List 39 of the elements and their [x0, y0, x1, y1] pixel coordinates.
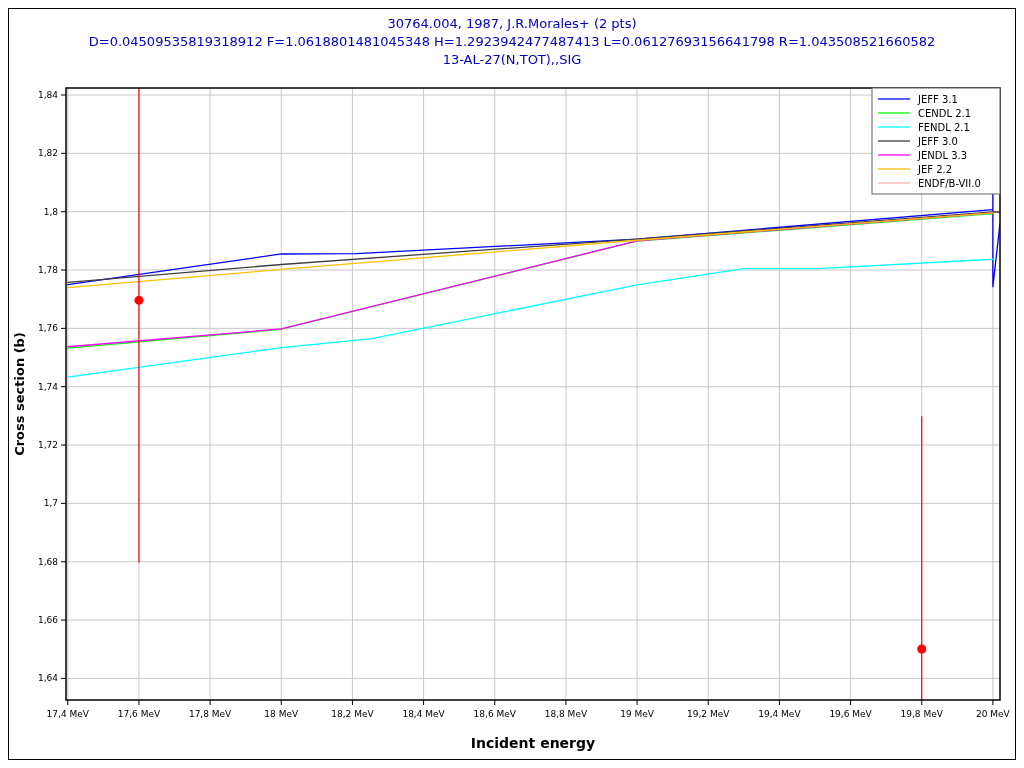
x-axis-title: Incident energy [470, 735, 596, 751]
y-tick-label: 1,84 [37, 90, 59, 100]
y-tick-label: 1,72 [37, 440, 58, 451]
line-series [67, 258, 994, 378]
x-tick-label: 19,6 MeV [829, 709, 873, 719]
y-tick-label: 1,64 [37, 673, 59, 684]
x-tick-label: 18 MeV [264, 709, 299, 719]
y-tick-label: 1,68 [37, 556, 59, 567]
legend-label: JEF 2.2 [917, 164, 953, 175]
x-tick-label: 18,6 MeV [473, 709, 517, 719]
x-tick-label: 17,6 MeV [117, 709, 161, 719]
y-tick-label: 1,8 [43, 206, 59, 217]
x-tick-label: 19,2 MeV [687, 709, 731, 719]
legend-label: CENDL 2.1 [918, 108, 972, 119]
chart-subtitle: D=0.04509535819318912 F=1.0618801481045348 H=1.2923942477487413 L=0.06127693156641798 R=1.043508521660582 [88, 34, 936, 49]
legend-label: JENDL 3.3 [917, 150, 968, 161]
x-tick-label: 19,4 MeV [758, 709, 802, 719]
y-axis-title: Cross section (b) [12, 332, 27, 456]
chart-title: 30764.004, 1987, J.R.Morales+ (2 pts) [387, 16, 637, 31]
text: 13-AL-27(N,TOT),,SIG [442, 52, 582, 67]
y-tick-label: 1,78 [37, 265, 59, 276]
y-tick-label: 1,66 [37, 615, 59, 626]
x-tick-label: 18,8 MeV [544, 709, 588, 719]
x-tick-label: 17,8 MeV [188, 709, 233, 719]
line-series [67, 192, 1000, 288]
x-tick-label: 19 MeV [620, 709, 655, 719]
x-tick-label: 19,8 MeV [900, 709, 944, 719]
y-tick-label: 1,74 [37, 381, 59, 392]
x-tick-label: 18,2 MeV [331, 709, 375, 719]
y-tick-label: 1,82 [37, 148, 58, 159]
x-tick-label: 17,4 MeV [46, 709, 90, 719]
x-tick-label: 20 MeV [975, 709, 1011, 719]
y-tick-label: 1,7 [43, 498, 58, 509]
legend-label: JEFF 3.1 [917, 94, 958, 105]
legend-label: ENDF/B-VII.0 [918, 178, 981, 189]
x-tick-label: 18,4 MeV [402, 709, 446, 719]
legend-label: FENDL 2.1 [918, 122, 970, 133]
legend-label: JEFF 3.0 [917, 136, 958, 147]
y-tick-label: 1,76 [37, 323, 59, 334]
